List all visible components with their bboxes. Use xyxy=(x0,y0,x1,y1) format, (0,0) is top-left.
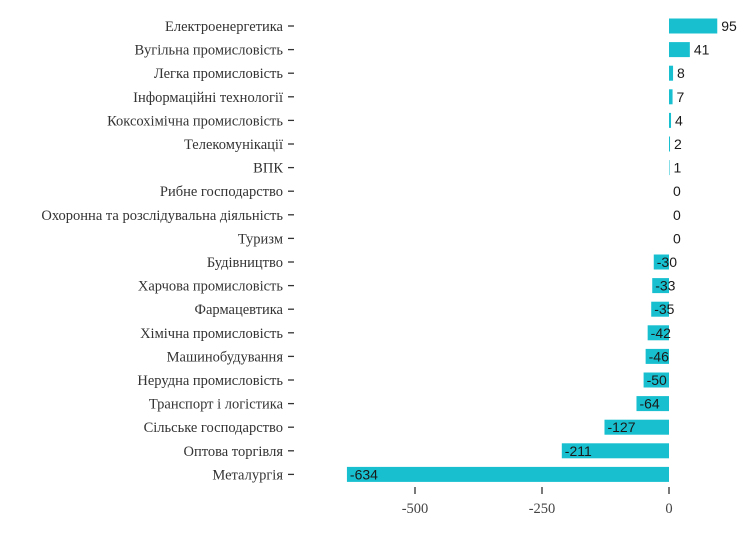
bar xyxy=(645,348,669,364)
category-label: Фармацевтика xyxy=(195,302,284,318)
value-label: -211 xyxy=(565,443,592,459)
value-label: -30 xyxy=(657,254,677,270)
value-label: -35 xyxy=(654,301,674,317)
bar xyxy=(604,419,669,435)
bar xyxy=(643,372,669,388)
value-label: -42 xyxy=(651,325,671,341)
category-label: Будівництво xyxy=(207,255,283,271)
category-label: Сільське господарство xyxy=(144,420,283,436)
bar xyxy=(647,325,669,341)
bar xyxy=(636,396,669,412)
category-label: ВПК xyxy=(253,161,283,177)
value-label: 95 xyxy=(721,18,737,34)
category-label: Харчова промисловість xyxy=(138,279,284,295)
x-tick-label: -500 xyxy=(402,501,429,517)
category-labels: Електроенергетика Вугільна промисловість Л… xyxy=(41,19,294,483)
value-label: -64 xyxy=(639,396,659,412)
value-label: -127 xyxy=(607,419,635,435)
bar xyxy=(669,65,674,81)
bars-group xyxy=(346,18,718,482)
value-label: 1 xyxy=(674,160,682,176)
category-label: Вугільна промисловість xyxy=(135,43,284,59)
bar xyxy=(653,254,669,270)
category-label: Металургія xyxy=(212,467,283,483)
bar xyxy=(669,18,718,34)
bar xyxy=(651,301,669,317)
x-tick-label: -250 xyxy=(529,501,556,517)
category-label: Інформаційні технології xyxy=(133,90,283,106)
category-label: Хімічна промисловість xyxy=(140,326,283,342)
category-label: Коксохімічна промисловість xyxy=(107,113,283,129)
bar xyxy=(669,89,673,105)
bar xyxy=(346,466,669,482)
category-label: Нерудна промисловість xyxy=(137,373,283,389)
value-label: 8 xyxy=(677,65,685,81)
bar xyxy=(669,160,670,176)
value-label: -46 xyxy=(649,348,669,364)
value-label: 0 xyxy=(673,207,681,223)
value-label: -33 xyxy=(655,278,675,294)
category-label: Легка промисловість xyxy=(154,66,283,82)
value-label: 41 xyxy=(694,42,710,58)
value-label: 7 xyxy=(677,89,685,105)
value-label: -50 xyxy=(647,372,667,388)
bar xyxy=(669,136,671,152)
value-labels: 95 41 8 7 4 2 1 0 0 0 -30 -33 -35 -42 -46 -50 -64-127 -21… xyxy=(350,18,737,482)
bar xyxy=(669,112,672,128)
category-label: Електроенергетика xyxy=(165,19,284,35)
x-tick-label: 0 xyxy=(665,501,672,517)
x-axis: -500 -250 0 xyxy=(402,487,673,517)
category-label: Телекомунікації xyxy=(184,137,283,153)
value-label: 0 xyxy=(673,183,681,199)
category-label: Рибне господарство xyxy=(160,184,283,200)
bar xyxy=(652,278,669,294)
value-label: 2 xyxy=(674,136,682,152)
value-label: 0 xyxy=(673,230,681,246)
value-label: 4 xyxy=(675,112,683,128)
category-label: Туризм xyxy=(238,231,283,247)
bar xyxy=(669,42,690,58)
bar xyxy=(561,443,669,459)
category-label: Машинобудування xyxy=(167,349,284,365)
category-label: Транспорт і логістика xyxy=(149,397,284,413)
value-label: -634 xyxy=(350,466,378,482)
category-label: Охоронна та розслідувальна діяльність xyxy=(41,208,283,224)
category-label: Оптова торгівля xyxy=(183,444,283,460)
